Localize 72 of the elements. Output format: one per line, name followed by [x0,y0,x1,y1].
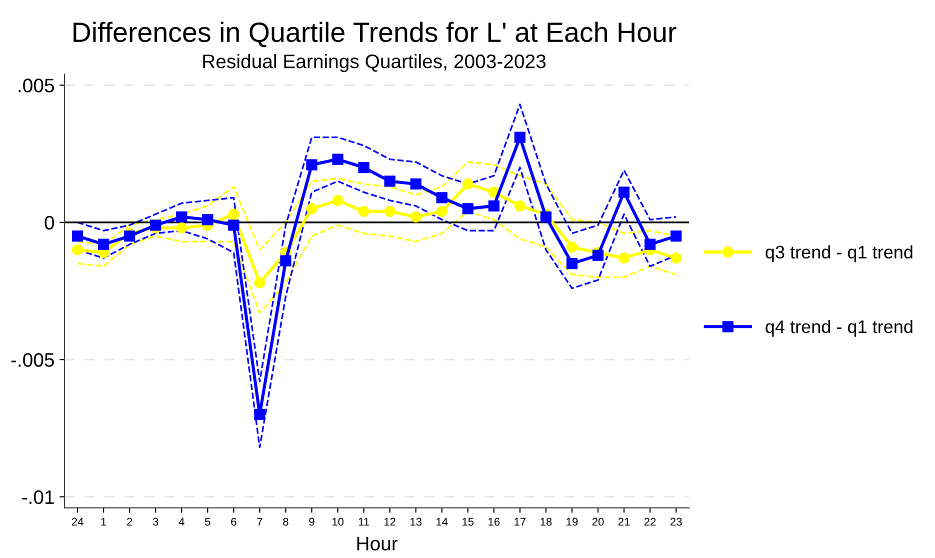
x-axis-title: Hour [357,536,398,550]
x-tick-label: 23 [670,518,682,526]
point [436,192,448,204]
chart-subtitle: Residual Earnings Quartiles, 2003-2023 [203,54,546,72]
point [618,252,630,264]
x-tick-label: 11 [358,518,370,526]
point [358,206,370,217]
point [514,132,526,143]
point [280,255,292,266]
x-tick-label: 17 [514,518,526,526]
point [332,194,344,206]
point [410,178,422,190]
point [410,211,422,222]
x-tick-label: 22 [644,518,656,526]
point [384,206,396,217]
x-tick-label: 15 [462,518,474,526]
point [176,211,188,222]
point [436,206,448,217]
point [228,208,240,220]
x-tick-label: 6 [231,518,236,526]
chart-title: Differences in Quartile Trends for L' at Each Hour [74,22,676,48]
x-tick-label: 8 [283,518,288,526]
x-tick-label: 5 [205,518,210,526]
point [670,252,682,264]
point [462,178,474,190]
point [566,258,578,270]
y-tick-label: -.01 [22,490,54,504]
point [566,242,578,253]
x-tick-label: 7 [257,518,262,526]
point [514,200,526,212]
x-tick-label: 4 [178,518,184,526]
x-tick-label: 12 [384,518,396,526]
point [618,186,630,198]
x-tick-label: 19 [566,518,578,526]
x-tick-label: 14 [436,518,448,526]
point [254,408,266,420]
point [254,277,266,288]
y-tick-label: -.005 [11,353,54,367]
point [202,214,214,226]
x-tick-label: 9 [309,518,314,526]
point [228,220,240,231]
point [670,230,682,242]
x-tick-label: 18 [540,518,552,526]
x-tick-label: 13 [410,518,422,526]
point [124,230,136,242]
point [644,238,656,250]
x-tick-label: 24 [72,518,84,526]
point [462,203,474,214]
x-tick-label: 10 [332,518,344,526]
point [176,222,188,234]
point [592,250,604,261]
point [384,176,396,187]
y-tick-label: 0 [44,216,54,230]
point [306,203,318,214]
point [358,162,370,174]
point [72,244,84,256]
point [332,154,344,165]
y-tick-label: .005 [18,78,54,92]
x-tick-label: 16 [488,518,500,526]
point [72,230,84,242]
point [150,220,162,231]
x-tick-label: 1 [101,518,106,526]
legend-label: q4 trend - q1 trend [766,320,912,337]
x-tick-label: 20 [592,518,604,526]
legend-label: q3 trend - q1 trend [766,245,912,262]
x-tick-label: 3 [152,518,158,526]
point [540,211,552,222]
x-tick-label: 2 [127,518,132,526]
point [98,238,110,250]
point [488,200,500,212]
x-tick-label: 21 [618,518,630,526]
point [306,159,318,170]
